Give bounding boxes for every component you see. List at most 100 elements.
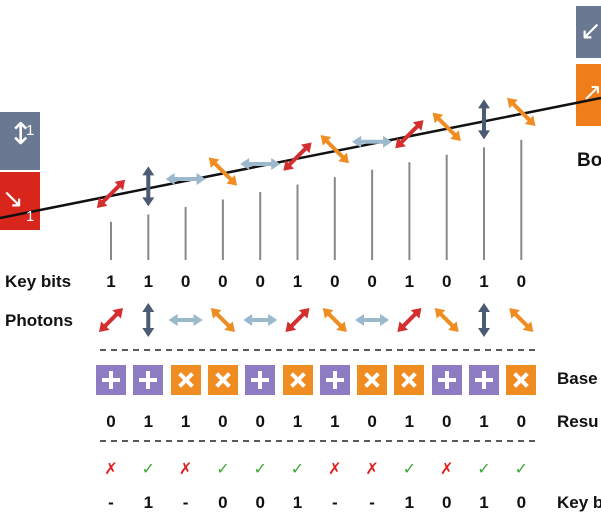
- receiver-label: Bo: [577, 150, 601, 171]
- receiver-anti-diagonal-icon: ↗: [582, 78, 601, 106]
- channel-photon-vertical: [478, 99, 490, 140]
- bases-label: Base: [557, 369, 598, 388]
- diagonal-basis-icon: [506, 365, 537, 395]
- result-bit: 0: [441, 412, 452, 431]
- key-value: -: [182, 493, 189, 512]
- result-bit: 1: [292, 412, 303, 431]
- diagonal-basis-icon: [207, 365, 238, 395]
- key-bit: 1: [106, 272, 116, 291]
- check-mark-icon: ✓: [514, 459, 528, 478]
- key-value: 1: [404, 493, 415, 512]
- photon-horizontal-icon: [355, 314, 390, 326]
- cross-mark-icon: ✗: [439, 459, 454, 478]
- result-bit: 0: [516, 412, 527, 431]
- key-value: 1: [143, 493, 154, 512]
- channel-photon-diag-red: [96, 179, 126, 208]
- key-value: -: [108, 493, 114, 512]
- channel-photon-horizontal: [165, 172, 206, 185]
- channel-photon-anti-orange: [208, 157, 238, 186]
- sender-block-bottom: [0, 172, 40, 230]
- rectilinear-basis-icon: [245, 365, 276, 395]
- photon-diag-red-icon: [285, 307, 310, 333]
- key-value: 1: [292, 493, 303, 512]
- result-bit: 1: [479, 412, 489, 431]
- key-value: 0: [255, 493, 265, 512]
- photon-anti-orange-icon: [434, 307, 459, 333]
- quantum-channel-line: [0, 96, 601, 220]
- photon-vertical-icon: [142, 303, 155, 337]
- channel-photon-diag-red: [283, 142, 312, 171]
- diagonal-basis-icon: [394, 365, 425, 395]
- key-bit: 0: [367, 272, 377, 291]
- rectilinear-basis-icon: [133, 365, 164, 395]
- result-bit: 1: [404, 412, 415, 431]
- key-bit: 0: [516, 272, 527, 291]
- result-bit: 0: [106, 412, 116, 431]
- key-bit: 1: [479, 272, 489, 291]
- cross-mark-icon: ✗: [328, 459, 342, 478]
- key-label: Key b: [557, 493, 601, 512]
- check-mark-icon: ✓: [216, 459, 230, 478]
- result-bit: 1: [143, 412, 154, 431]
- sender-bit-top: 1: [26, 122, 35, 139]
- sender-device: [0, 112, 40, 230]
- results-label: Resu: [557, 412, 599, 431]
- key-bit: 0: [330, 272, 340, 291]
- key-bits-label: Key bits: [5, 272, 72, 291]
- photon-anti-orange-icon: [210, 307, 235, 333]
- key-value: 0: [516, 493, 527, 512]
- photon-anti-orange-icon: [322, 307, 347, 333]
- diagonal-basis-icon: [357, 365, 388, 395]
- channel-photon-vertical: [142, 166, 155, 207]
- receiver-device: [576, 6, 601, 126]
- photon-anti-orange-icon: [509, 307, 534, 333]
- sender-bit-bottom: 1: [26, 208, 35, 225]
- key-value: 0: [441, 493, 452, 512]
- receiver-block-bottom: [576, 64, 601, 126]
- rectilinear-basis-icon: [96, 365, 126, 395]
- result-bit: 1: [180, 412, 191, 431]
- rectilinear-basis-icon: [469, 365, 499, 395]
- key-bit: 0: [180, 272, 191, 291]
- photon-horizontal-icon: [168, 314, 203, 326]
- key-bit: 1: [143, 272, 154, 291]
- receiver-block-top: [576, 6, 601, 58]
- photons-label: Photons: [5, 311, 73, 330]
- channel-photon-anti-orange: [507, 97, 536, 127]
- channel-photon-anti-orange: [320, 135, 349, 164]
- key-value: 1: [479, 493, 489, 512]
- key-value: -: [331, 493, 338, 512]
- check-mark-icon: ✓: [290, 459, 305, 478]
- check-mark-icon: ✓: [477, 459, 491, 478]
- diagonal-basis-icon: [170, 365, 201, 395]
- diagonal-basis-icon: [282, 365, 313, 395]
- key-bit: 0: [218, 272, 228, 291]
- result-bit: 0: [367, 412, 377, 431]
- photon-vertical-icon: [478, 303, 490, 337]
- result-bit: 1: [330, 412, 340, 431]
- key-bit: 1: [404, 272, 415, 291]
- channel-photon-diag-red: [395, 120, 424, 149]
- sender-vertical-icon: ↕: [8, 117, 34, 152]
- sender-diagonal-icon: ↘: [2, 184, 24, 214]
- cross-mark-icon: ✗: [178, 459, 193, 478]
- check-mark-icon: ✓: [253, 459, 267, 478]
- cross-mark-icon: ✗: [365, 459, 379, 478]
- channel-photon-anti-orange: [432, 112, 461, 141]
- check-mark-icon: ✓: [141, 459, 155, 478]
- receiver-diagonal-icon: ↙: [580, 16, 601, 46]
- key-bit: 0: [441, 272, 452, 291]
- channel-photon-horizontal: [240, 158, 281, 171]
- photon-diag-red-icon: [98, 307, 124, 333]
- key-value: 0: [218, 493, 228, 512]
- channel-photon-horizontal: [352, 135, 393, 148]
- cross-mark-icon: ✗: [104, 459, 118, 478]
- photon-horizontal-icon: [243, 314, 278, 326]
- photon-diag-red-icon: [397, 307, 422, 333]
- result-bit: 0: [218, 412, 228, 431]
- rectilinear-basis-icon: [319, 365, 350, 395]
- check-mark-icon: ✓: [402, 459, 417, 478]
- key-bit: 0: [255, 272, 265, 291]
- rectilinear-basis-icon: [431, 365, 462, 395]
